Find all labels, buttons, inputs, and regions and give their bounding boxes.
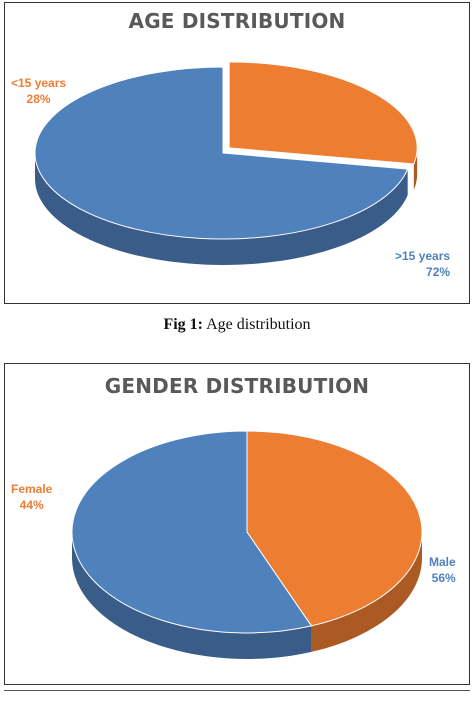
slice-label-value: 28% xyxy=(26,92,51,106)
pie-slice-top xyxy=(246,430,423,627)
pie-slice-side xyxy=(72,532,312,659)
slice-label-over-15: >15 years 72% xyxy=(395,248,450,280)
gender-chart-panel: GENDER DISTRIBUTION Female 44% Male 56% xyxy=(4,363,470,685)
slice-label-name: Female xyxy=(11,482,53,496)
pie-slice-female xyxy=(246,430,423,652)
slice-label-name: >15 years xyxy=(395,249,451,263)
slice-label-female: Female 44% xyxy=(11,481,52,513)
figure-caption: Fig 1: Age distribution xyxy=(0,316,474,334)
age-pie-chart xyxy=(34,61,418,265)
slice-label-value: 72% xyxy=(426,265,451,279)
pie-slice-top xyxy=(71,430,313,634)
pie-slice-side xyxy=(413,147,418,191)
slice-label-value: 56% xyxy=(431,571,456,585)
pie-slice-15-years xyxy=(228,61,418,191)
bottom-divider xyxy=(4,690,470,691)
pie-slice-side xyxy=(35,153,408,265)
slice-label-value: 44% xyxy=(19,498,44,512)
slice-label-name: <15 years xyxy=(11,76,67,90)
slice-label-name: Male xyxy=(429,555,456,569)
chart-title: AGE DISTRIBUTION xyxy=(128,9,346,33)
chart-title: GENDER DISTRIBUTION xyxy=(104,374,370,398)
age-chart-panel: AGE DISTRIBUTION <15 years 28% >15 years… xyxy=(4,2,470,304)
caption-prefix: Fig 1: xyxy=(163,316,203,333)
pie-slice-15-years xyxy=(34,66,409,265)
slice-label-male: Male 56% xyxy=(429,554,456,586)
slice-label-under-15: <15 years 28% xyxy=(11,75,66,107)
caption-text: Age distribution xyxy=(206,316,311,333)
gender-pie-chart xyxy=(71,430,423,659)
pie-slice-top xyxy=(228,61,418,165)
pie-slice-male xyxy=(71,430,313,659)
pie-slice-side xyxy=(311,532,422,652)
pie-slice-top xyxy=(34,66,409,240)
